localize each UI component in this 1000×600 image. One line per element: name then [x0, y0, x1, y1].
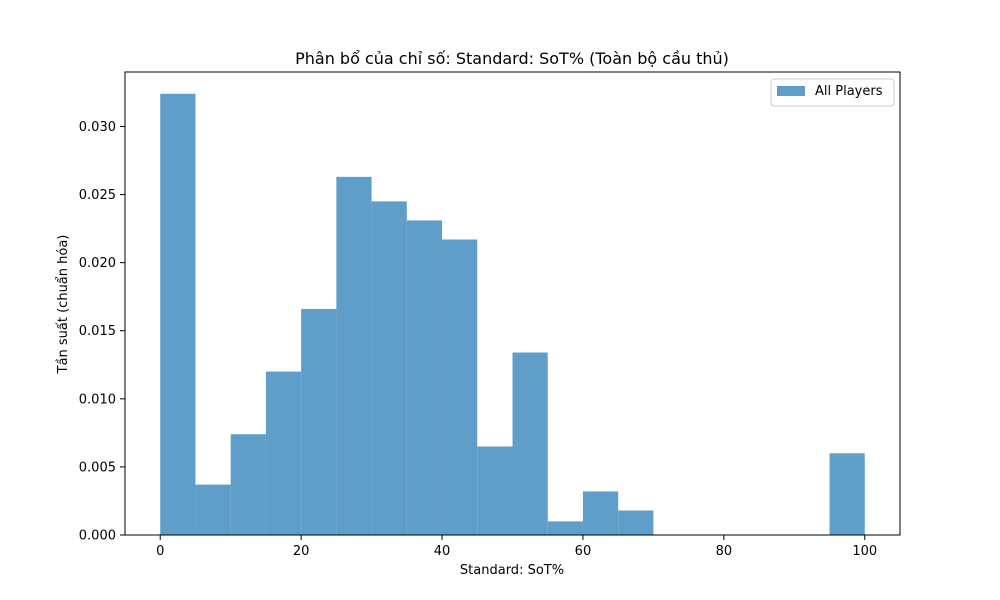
- histogram-bar: [195, 484, 231, 535]
- y-axis-ticks: 0.000 0.005 0.010 0.015 0.020 0.025 0.030: [79, 120, 125, 544]
- y-tick-label: 0.020: [79, 256, 116, 271]
- histogram-bar: [301, 308, 337, 535]
- y-tick-label: 0.025: [79, 188, 116, 203]
- histogram-bar: [406, 220, 443, 535]
- histogram-bar: [442, 239, 478, 535]
- x-tick-label: 0: [156, 544, 164, 559]
- histogram-bar: [477, 446, 513, 535]
- y-tick-label: 0.000: [79, 529, 116, 544]
- x-axis-label: Standard: SoT%: [460, 563, 564, 578]
- histogram-bar: [547, 521, 583, 535]
- y-tick-label: 0.015: [79, 324, 116, 339]
- histogram-bar: [371, 201, 407, 535]
- histogram-bar: [230, 434, 266, 535]
- histogram-bar: [160, 93, 196, 535]
- histogram-bar: [582, 491, 619, 535]
- legend-box: [770, 78, 895, 107]
- y-tick-label: 0.010: [79, 392, 116, 407]
- plot-frame: [124, 71, 901, 536]
- x-axis-ticks: 0 20 40 60 80 100: [156, 535, 877, 559]
- y-tick-label: 0.005: [79, 460, 116, 475]
- histogram-bar: [512, 352, 548, 535]
- x-tick-label: 80: [716, 544, 733, 559]
- legend-swatch: [777, 86, 805, 96]
- bars-layer: [160, 93, 865, 535]
- x-tick-label: 20: [293, 544, 310, 559]
- y-axis-label: Tần suất (chuẩn hóa): [56, 235, 71, 375]
- histogram-bar: [336, 176, 372, 535]
- histogram-bar: [265, 371, 302, 535]
- x-tick-label: 100: [852, 544, 877, 559]
- y-tick-label: 0.030: [79, 120, 116, 135]
- x-tick-label: 60: [575, 544, 592, 559]
- legend-label: All Players: [815, 84, 883, 99]
- histogram-bar: [618, 510, 654, 535]
- histogram-bar: [829, 453, 865, 535]
- x-tick-label: 40: [434, 544, 451, 559]
- legend: All Players: [770, 78, 895, 107]
- chart-title: Phân bổ của chỉ số: Standard: SoT% (Toàn…: [295, 49, 729, 68]
